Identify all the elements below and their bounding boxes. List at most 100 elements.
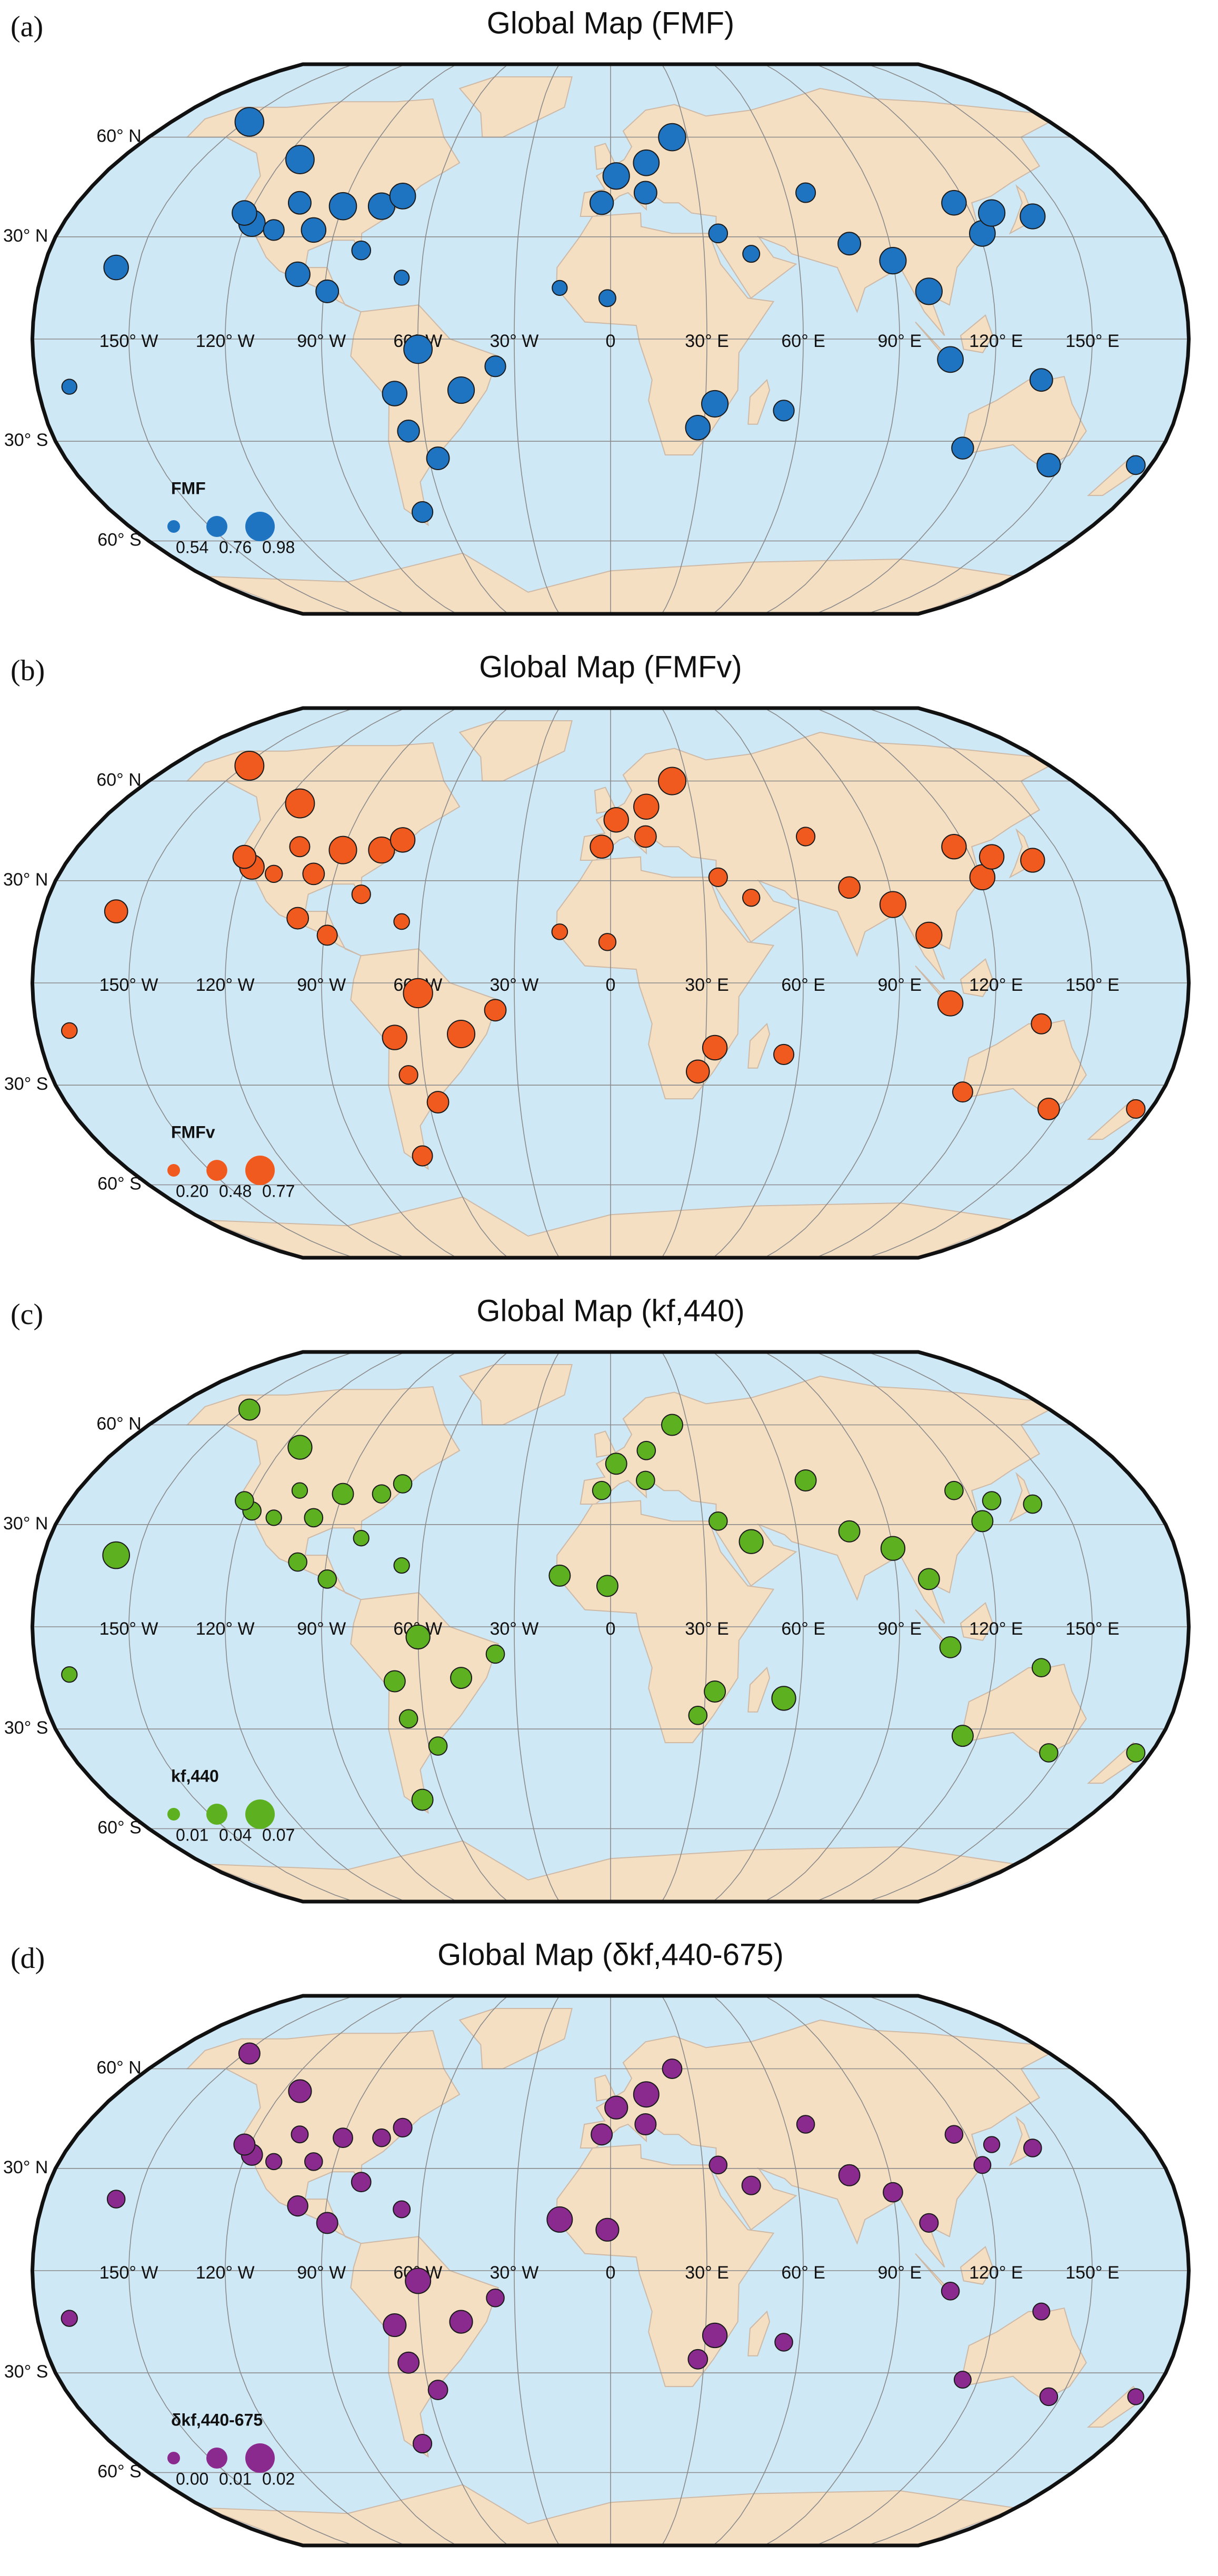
legend-bubble: [245, 512, 275, 541]
site-bubble: [103, 254, 129, 281]
site-bubble: [302, 862, 325, 886]
panel-label: (d): [11, 1942, 45, 1975]
site-bubble: [979, 844, 1005, 870]
site-bubble: [598, 933, 617, 951]
panel-title: Global Map (FMFv): [479, 650, 742, 684]
site-bubble: [741, 2175, 761, 2195]
legend-bubble: [167, 520, 180, 533]
grid-line: [713, 64, 804, 614]
grid-line: [866, 1995, 1093, 2546]
site-bubble: [708, 2155, 728, 2175]
lat-label: 60° N: [96, 2058, 141, 2078]
lon-label: 30° W: [490, 2263, 538, 2283]
lon-label: 120° W: [196, 331, 255, 351]
legend-label: 0.48: [219, 1181, 252, 1200]
grid-line: [713, 1995, 804, 2546]
land: [458, 1364, 573, 1426]
site-bubble: [590, 834, 614, 859]
site-bubble: [285, 788, 315, 819]
site-bubble: [1031, 1013, 1052, 1035]
lon-label: 60° E: [781, 1619, 825, 1639]
site-bubble: [1126, 1743, 1146, 1763]
site-bubble: [393, 913, 410, 930]
site-bubble: [633, 2081, 660, 2108]
lon-label: 30° W: [490, 975, 538, 995]
site-bubble: [61, 379, 77, 395]
grid-line: [713, 1351, 804, 1902]
site-bubble: [591, 2123, 613, 2146]
lat-label: 60° N: [96, 1414, 141, 1434]
grid-line: [321, 1351, 457, 1902]
site-bubble: [595, 2217, 620, 2242]
site-bubble: [605, 1453, 627, 1475]
lon-label: 90° E: [877, 1619, 922, 1639]
lon-label: 0: [606, 1619, 616, 1639]
site-bubble: [287, 2195, 308, 2217]
land: [350, 1592, 499, 1814]
site-bubble: [708, 867, 728, 887]
site-bubble: [687, 2349, 708, 2370]
site-bubble: [393, 2117, 413, 2137]
site-bubble: [1039, 2387, 1059, 2406]
site-bubble: [1029, 368, 1053, 392]
site-bubble: [234, 107, 265, 137]
site-bubble: [634, 2113, 657, 2135]
site-bubble: [61, 2310, 78, 2327]
site-bubble: [333, 2127, 353, 2149]
site-bubble: [795, 182, 816, 203]
lon-label: 90° E: [877, 331, 922, 351]
grid-line: [866, 708, 1093, 1258]
site-bubble: [1020, 203, 1046, 230]
site-bubble: [953, 2371, 972, 2389]
site-bubble: [937, 346, 964, 373]
site-bubble: [485, 1644, 505, 1664]
legend-label: 0.76: [219, 538, 252, 556]
site-bubble: [702, 1035, 728, 1061]
land: [350, 948, 499, 1170]
site-bubble: [633, 149, 660, 176]
site-bubble: [548, 1564, 571, 1587]
site-bubble: [1023, 2139, 1042, 2157]
site-bubble: [405, 1624, 431, 1650]
site-bubble: [603, 807, 629, 833]
site-bubble: [919, 2213, 939, 2233]
grid-line: [128, 1995, 355, 2546]
legend-bubble: [206, 516, 227, 537]
site-bubble: [328, 836, 357, 864]
site-bubble: [316, 2212, 338, 2234]
lon-label: 120° W: [196, 2263, 255, 2283]
map-outline: [30, 1994, 1191, 2548]
site-bubble: [486, 2288, 505, 2308]
map-outline: [30, 706, 1191, 1260]
legend-label: 0.01: [219, 2469, 252, 2488]
grid-line: [321, 64, 457, 614]
grid-line: [661, 64, 707, 614]
site-bubble: [983, 2136, 1001, 2153]
site-bubble: [263, 219, 285, 241]
site-bubble: [285, 145, 315, 174]
lon-label: 90° W: [297, 331, 346, 351]
site-bubble: [546, 2206, 573, 2233]
site-bubble: [552, 280, 568, 296]
site-bubble: [589, 191, 614, 215]
site-bubble: [316, 924, 338, 946]
site-bubble: [1127, 2388, 1144, 2405]
site-bubble: [742, 888, 761, 907]
grid-line: [764, 1995, 901, 2546]
site-bubble: [951, 1725, 974, 1747]
lat-label: 60° S: [97, 2461, 142, 2481]
site-bubble: [708, 1511, 728, 1531]
map-outline: [30, 62, 1191, 616]
grid-line: [713, 708, 804, 1258]
lat-label: 60° S: [97, 1173, 142, 1193]
panel-label: (c): [11, 1298, 43, 1331]
site-bubble: [383, 1670, 406, 1693]
legend-bubble: [206, 2448, 227, 2469]
site-bubble: [428, 1736, 448, 1756]
site-bubble: [598, 289, 616, 307]
map-panel: 60° N 30° N 30° S 60° S 150° W 120° W 90° W 60°…: [3, 1294, 1191, 1904]
grid-line: [815, 708, 997, 1258]
site-bubble: [796, 2115, 815, 2134]
lon-label: 90° W: [297, 1619, 346, 1639]
legend-title: δkf,440-675: [171, 2410, 263, 2429]
